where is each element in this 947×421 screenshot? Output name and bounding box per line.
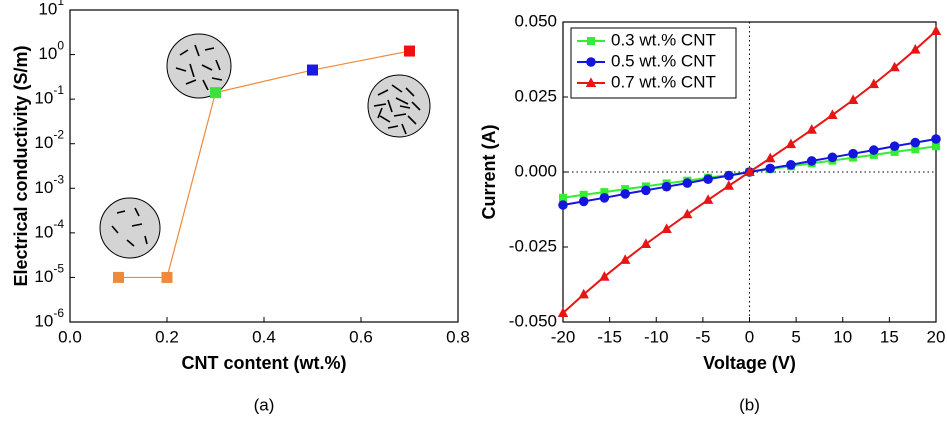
marker [785,138,797,149]
marker [889,141,900,151]
marker [744,166,755,176]
marker [682,178,693,188]
x-tick-label: 0.6 [349,327,373,346]
y-tick-label: 100 [38,39,64,63]
inset-dense [367,74,431,138]
x-axis-title: CNT content (wt.%) [182,353,347,373]
marker [765,163,776,174]
marker [806,156,817,166]
y-tick-label: 10-1 [34,83,64,107]
y-tick-label: -0.050 [509,311,557,330]
x-tick-label: 0.2 [155,327,179,346]
y-axis-title: Current (A) [479,125,499,220]
marker [931,134,941,144]
x-tick-label: -20 [551,327,576,346]
marker [559,193,567,202]
marker [910,44,921,54]
y-tick-label: 10-2 [34,128,64,152]
caption: (b) [739,395,760,414]
marker [890,147,899,156]
marker [578,196,589,207]
marker [889,61,900,72]
marker [703,174,713,184]
marker [827,109,838,119]
x-tick-label: 0.8 [446,327,470,346]
x-tick-label: 0 [745,327,754,346]
marker [558,200,568,210]
x-tick-label: -5 [695,327,710,346]
marker [786,160,796,170]
inset-medium [166,33,232,99]
legend-marker [585,77,597,87]
x-tick-label: 5 [791,327,800,346]
y-tick-label: -0.025 [509,236,557,255]
marker [641,185,651,196]
marker [557,307,569,317]
x-tick-label: 0.4 [252,327,276,346]
marker [661,181,672,192]
marker [579,190,588,199]
marker [868,78,880,89]
marker [599,193,610,203]
y-tick-label: 10-3 [34,172,64,196]
inset-sparse [99,197,161,259]
legend-marker [586,57,596,67]
marker [702,194,714,204]
y-tick-label: 10-5 [34,262,64,286]
x-tick-label: 0.0 [58,327,82,346]
marker [910,137,921,148]
marker [682,208,693,219]
legend-marker [587,37,595,45]
marker [640,238,652,248]
marker [806,124,817,134]
marker [869,145,879,155]
x-tick-label: 10 [833,327,852,346]
marker [307,64,318,76]
legend-label: 0.3 wt.% CNT [611,30,716,49]
marker [161,271,173,283]
marker [911,145,920,154]
marker [848,148,858,159]
caption: (a) [254,395,275,414]
plot-frame [562,21,937,323]
x-tick-label: -10 [644,327,669,346]
marker [619,254,631,264]
marker [765,152,776,163]
marker [599,271,610,281]
marker [723,170,734,181]
marker [404,45,415,57]
marker [930,25,942,35]
x-tick-label: 15 [880,327,899,346]
marker [932,142,940,151]
marker [600,188,609,197]
y-tick-label: 0.050 [514,11,557,30]
y-tick-label: 0.000 [514,161,557,180]
y-tick-label: 10-4 [34,217,64,241]
marker [723,180,734,190]
series-line [118,50,410,279]
marker [661,223,672,233]
x-tick-label: -15 [597,327,622,346]
y-tick-label: 101 [38,0,64,18]
x-tick-label: 20 [927,327,946,346]
y-axis-title: Electrical conductivity (S/m) [11,45,31,286]
marker [620,189,630,199]
x-axis-title: Voltage (V) [703,353,796,373]
marker [210,87,221,99]
legend-label: 0.7 wt.% CNT [611,72,716,91]
marker [847,94,859,104]
marker [113,271,124,283]
marker [827,152,838,163]
marker [578,288,589,299]
legend-label: 0.5 wt.% CNT [611,51,716,70]
plot-frame [69,9,459,323]
y-tick-label: 0.025 [514,86,557,105]
